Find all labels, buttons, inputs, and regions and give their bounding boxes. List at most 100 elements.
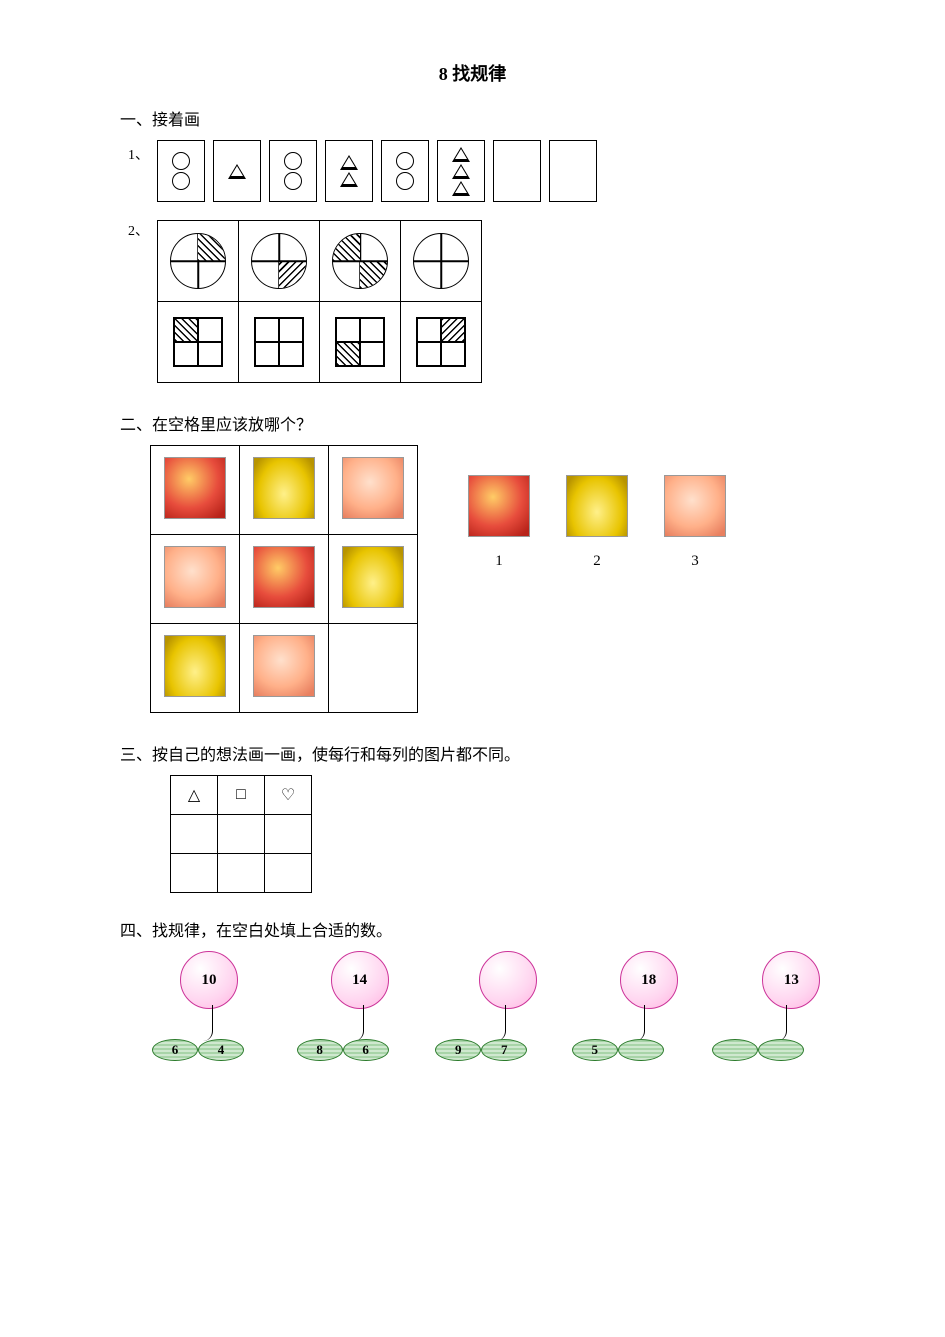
pie-icon [251,233,307,289]
balloon-unit: 13 [704,951,825,1061]
circle-icon [396,172,414,190]
fruit-option: 3 [664,475,726,570]
leaf-right: 4 [198,1039,244,1061]
balloon-icon: 13 [762,951,820,1009]
q1-box [269,140,317,202]
q1-box [213,140,261,202]
fruit-cell [329,535,418,624]
fruit-cell [151,535,240,624]
q2-table [157,220,482,383]
leaf-left: 6 [152,1039,198,1061]
triangle-icon [452,164,470,179]
balloon-icon [479,951,537,1009]
balloon-string [345,1005,364,1041]
pear-icon [253,457,315,519]
triangle-icon [228,164,246,179]
sec3-cell: △ [171,776,218,815]
fruit-cell [240,624,329,713]
page-title: 8 找规律 [120,60,825,86]
leaf-right [758,1039,804,1061]
square-grid-icon [335,317,385,367]
q2-pie-cell [158,221,239,302]
sec3-cell: □ [218,776,265,815]
fruit-cell [329,446,418,535]
q1-row: 1、 [128,140,825,202]
balloon-unit: 185 [566,951,687,1061]
pear-icon [566,475,628,537]
sec4-heading: 四、找规律，在空白处填上合适的数。 [120,917,825,941]
q1-box [549,140,597,202]
balloon-unit: 10 64 [150,951,271,1061]
triangle-icon [452,147,470,162]
balloon-row: 106414869718513 [150,951,825,1061]
triangle-icon [340,172,358,187]
q2-sq-cell [320,302,401,383]
fruit-cell [329,624,418,713]
balloon-string [487,1005,506,1041]
fruit-option: 1 [468,475,530,570]
q1-box [157,140,205,202]
peach-icon [164,546,226,608]
apple-icon [253,546,315,608]
fruit-grid [150,445,418,713]
sec3-cell [171,815,218,854]
pear-icon [342,546,404,608]
balloon-icon: 14 [331,951,389,1009]
q2-sq-cell [239,302,320,383]
peach-icon [664,475,726,537]
leaf-left [712,1039,758,1061]
fruit-cell [240,446,329,535]
q2-sq-cell [158,302,239,383]
fruit-option: 2 [566,475,628,570]
balloon-string [194,1005,213,1041]
circle-icon [172,172,190,190]
fruit-cell [151,624,240,713]
pie-icon [413,233,469,289]
q1-box [437,140,485,202]
triangle-icon [340,155,358,170]
pie-icon [170,233,226,289]
square-grid-icon [416,317,466,367]
peach-icon [342,457,404,519]
apple-icon [468,475,530,537]
square-grid-icon [173,317,223,367]
fruit-option-label: 1 [495,553,503,570]
sec3-cell [265,815,312,854]
balloon-unit: 97 [427,951,548,1061]
sec2-heading: 二、在空格里应该放哪个？ [120,411,825,435]
q2-wrap: 2、 [128,220,825,383]
pear-icon [164,635,226,697]
sec3-grid: △□♡ [170,775,312,893]
balloon-string [626,1005,645,1041]
q2-pie-cell [239,221,320,302]
balloon-unit: 14 86 [289,951,410,1061]
q1-box [325,140,373,202]
q2-sq-cell [401,302,482,383]
fruit-option-label: 2 [593,553,601,570]
fruit-cell [151,446,240,535]
q2-pie-cell [320,221,401,302]
balloon-icon: 10 [180,951,238,1009]
circle-icon [284,172,302,190]
q2-pie-cell [401,221,482,302]
sec3-cell [218,815,265,854]
circle-icon [284,152,302,170]
q1-label: 1、 [128,144,149,164]
fruit-cell [240,535,329,624]
circle-icon [396,152,414,170]
apple-icon [164,457,226,519]
triangle-icon [452,181,470,196]
q2-label: 2、 [128,220,149,240]
leaf-right [618,1039,664,1061]
pie-icon [332,233,388,289]
q1-box [381,140,429,202]
leaf-right: 7 [481,1039,527,1061]
fruit-option-label: 3 [691,553,699,570]
fruit-options: 1 2 3 [468,475,726,570]
sec3-cell [171,854,218,893]
peach-icon [253,635,315,697]
leaf-right: 6 [343,1039,389,1061]
leaf-left: 8 [297,1039,343,1061]
balloon-string [768,1005,787,1041]
leaf-left: 5 [572,1039,618,1061]
